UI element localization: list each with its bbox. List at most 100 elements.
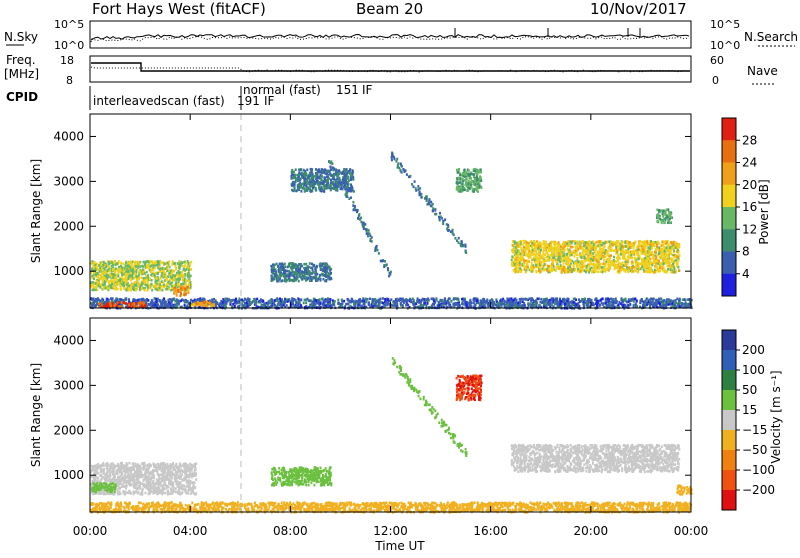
scatter-cell [112, 264, 114, 267]
scatter-cell [320, 182, 322, 185]
scatter-cell [309, 172, 311, 175]
scatter-cell [513, 299, 515, 302]
scatter-cell [535, 299, 537, 302]
scatter-cell [115, 264, 117, 267]
freq-label: Freq. [6, 53, 36, 67]
scatter-cell [94, 286, 96, 289]
scatter-cell [634, 298, 636, 301]
scatter-cell [300, 186, 302, 189]
scatter-cell [350, 178, 352, 181]
scatter-cell [352, 178, 354, 181]
scatter-cell [303, 271, 305, 274]
scatter-cell [227, 298, 229, 301]
scatter-cell [675, 299, 677, 302]
scatter-cell [163, 286, 165, 289]
scatter-cell [457, 303, 459, 306]
scatter-cell [345, 171, 347, 174]
scatter-cell [685, 299, 687, 302]
scatter-cell [176, 278, 178, 281]
scatter-cell [452, 232, 454, 235]
scatter-cell [432, 303, 434, 306]
scatter-cell [174, 288, 176, 291]
scatter-cell [150, 265, 152, 268]
scatter-cell [453, 298, 455, 301]
scatter-cell [159, 265, 161, 268]
scatter-cell [345, 303, 347, 306]
scatter-cell [250, 303, 252, 306]
scatter-cell [632, 298, 634, 301]
scatter-cell [272, 263, 274, 266]
scatter-cell [108, 261, 110, 264]
scatter-cell [190, 261, 192, 264]
freq-trace [91, 63, 690, 71]
scatter-cell [636, 305, 638, 308]
scatter-cell [588, 298, 590, 301]
scatter-cell [184, 294, 186, 297]
scatter-cell [459, 190, 461, 193]
scatter-cell [474, 178, 476, 181]
scatter-cell [179, 263, 181, 266]
scatter-cell [189, 276, 191, 279]
scatter-cell [458, 237, 460, 240]
scatter-cell [118, 260, 120, 263]
scatter-cell [155, 298, 157, 301]
scatter-cell [402, 299, 404, 302]
scatter-cell [146, 260, 148, 263]
scatter-cell [543, 298, 545, 301]
scatter-cell [390, 298, 392, 301]
scatter-cell [286, 304, 288, 307]
scatter-cell [504, 300, 506, 303]
scatter-cell [185, 279, 187, 282]
scatter-cell [371, 298, 373, 301]
scatter-cell [293, 280, 295, 283]
cpid-mode-1-label: interleavedscan (fast) [93, 94, 225, 108]
scatter-cell [477, 178, 479, 181]
scatter-cell [338, 181, 340, 184]
nsearch-label: N.Search [744, 30, 798, 44]
scatter-cell [406, 304, 408, 307]
scatter-cell [320, 279, 322, 282]
scatter-cell [278, 303, 280, 306]
scatter-cell [101, 261, 103, 264]
scatter-cell [307, 187, 309, 190]
scatter-cell [363, 303, 365, 306]
scatter-cell [154, 275, 156, 278]
scatter-cell [672, 305, 674, 308]
scatter-cell [347, 181, 349, 184]
scatter-cell [300, 169, 302, 172]
scatter-cell [378, 302, 380, 305]
scatter-cell [205, 303, 207, 306]
scatter-cell [213, 298, 215, 301]
scatter-cell [282, 268, 284, 271]
scatter-cell [127, 271, 129, 274]
scatter-cell [92, 262, 94, 265]
scatter-cell [350, 184, 352, 187]
scatter-cell [413, 185, 415, 188]
scatter-cell [330, 165, 332, 168]
scatter-cell [318, 186, 320, 189]
scatter-cell [421, 196, 423, 199]
scatter-cell [621, 298, 623, 301]
scatter-cell [92, 281, 94, 284]
scatter-cell [583, 304, 585, 307]
scatter-cell [180, 274, 182, 277]
scatter-cell [151, 301, 153, 304]
noise-panel-frame [90, 21, 691, 48]
scatter-cell [229, 301, 231, 304]
scatter-cell [316, 181, 318, 184]
scatter-cell [150, 271, 152, 274]
scatter-cell [291, 273, 293, 276]
scatter-cell [289, 279, 291, 282]
scatter-cell [498, 302, 500, 305]
scatter-cell [518, 304, 520, 307]
scatter-cell [417, 185, 419, 188]
scatter-cell [432, 207, 434, 210]
scatter-cell [328, 272, 330, 275]
scatter-cell [133, 277, 135, 280]
scatter-cell [135, 265, 137, 268]
scatter-cell [91, 275, 93, 278]
scatter-cell [357, 209, 359, 212]
scatter-cell [294, 271, 296, 274]
scatter-cell [414, 180, 416, 183]
scatter-cell [346, 195, 348, 198]
